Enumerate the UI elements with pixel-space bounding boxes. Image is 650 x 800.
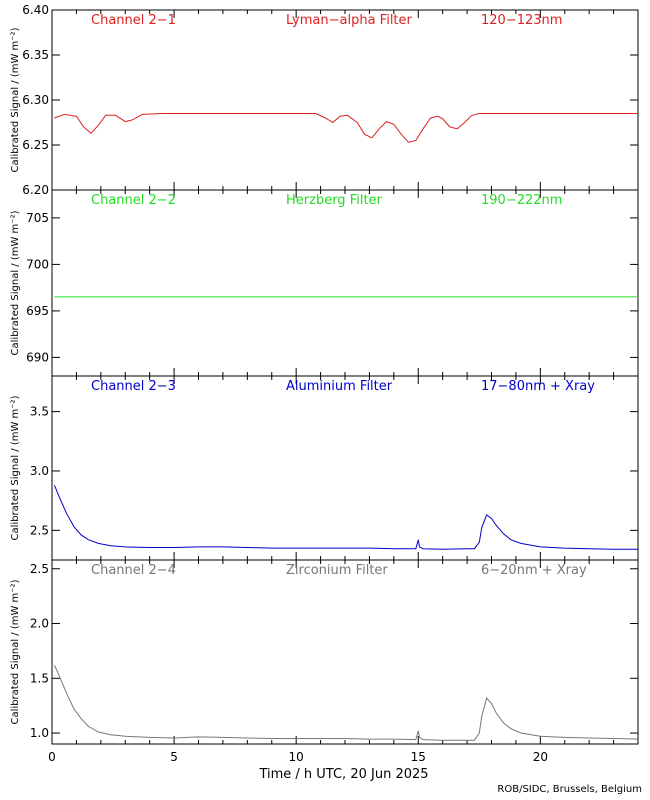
y-tick-label: 700 xyxy=(26,257,49,271)
panel-header-text: 190−222nm xyxy=(481,193,562,208)
y-tick-label: 2.0 xyxy=(30,617,49,631)
panel-header-text: Herzberg Filter xyxy=(286,193,383,208)
x-tick-label: 15 xyxy=(411,750,426,764)
x-axis: 0 5 10 15 20 xyxy=(48,750,548,764)
x-tick-label: 20 xyxy=(533,750,548,764)
x-tick-label: 0 xyxy=(48,750,56,764)
panel-header-text: Lyman−alpha Filter xyxy=(286,13,413,28)
panel-header-text: Aluminium Filter xyxy=(286,379,393,394)
panel-header-text: Channel 2−3 xyxy=(91,379,176,394)
panel-header-text: 17−80nm + Xray xyxy=(481,379,595,394)
y-tick-label: 6.30 xyxy=(22,93,49,107)
y-tick-label: 1.5 xyxy=(30,671,49,685)
series-line xyxy=(54,113,638,143)
y-tick-label: 3.0 xyxy=(30,464,49,478)
y-tick-label: 2.5 xyxy=(30,562,49,576)
y-tick-label: 2.5 xyxy=(30,523,49,537)
y-axis-label: Calibrated Signal / (mW m⁻²) xyxy=(10,210,21,355)
series-line xyxy=(53,485,638,550)
y-axis-label: Calibrated Signal / (mW m⁻²) xyxy=(10,579,21,724)
y-tick-label: 1.0 xyxy=(30,726,49,740)
y-tick-label: 6.40 xyxy=(22,3,49,17)
x-tick-label: 5 xyxy=(170,750,178,764)
panel-4: 1.0 1.5 2.0 2.5 Calibrated Signal / (mW m⁻²)… xyxy=(10,559,639,745)
y-tick-label: 690 xyxy=(26,350,49,364)
panel-header-text: 120−123nm xyxy=(481,13,562,28)
series-line xyxy=(53,664,639,741)
y-tick-label: 6.25 xyxy=(22,138,49,152)
panel-header-text: 6−20nm + Xray xyxy=(481,563,587,578)
y-tick-label: 3.5 xyxy=(30,405,49,419)
y-tick-label: 695 xyxy=(26,304,49,318)
x-axis-label: Time / h UTC, 20 Jun 2025 xyxy=(258,767,428,782)
panel-header-text: Channel 2−1 xyxy=(91,13,176,28)
y-axis-label: Calibrated Signal / (mW m⁻²) xyxy=(10,27,21,172)
panel-header-text: Zirconium Filter xyxy=(286,563,388,578)
panel-header-text: Channel 2−4 xyxy=(91,563,176,578)
x-tick-label: 10 xyxy=(289,750,304,764)
y-tick-label: 6.20 xyxy=(22,183,49,197)
credit-label: ROB/SIDC, Brussels, Belgium xyxy=(497,784,642,795)
y-axis-label: Calibrated Signal / (mW m⁻²) xyxy=(10,395,21,540)
y-tick-label: 705 xyxy=(26,211,49,225)
panel-header-text: Channel 2−2 xyxy=(91,193,176,208)
y-tick-label: 6.35 xyxy=(22,48,49,62)
panel-2: 690 695 700 705 Calibrated Signal / (mW m⁻²)… xyxy=(10,189,639,377)
